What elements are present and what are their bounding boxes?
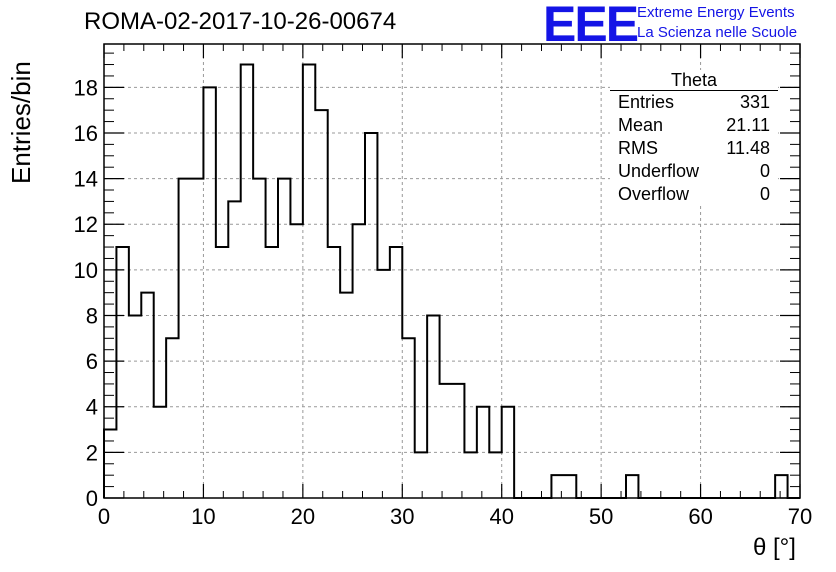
histogram-bin xyxy=(415,452,427,498)
histogram-bin xyxy=(278,179,290,498)
histogram-bin xyxy=(626,475,638,498)
histogram-bin xyxy=(203,87,215,498)
stats-value: 331 xyxy=(739,92,770,112)
histogram-bin xyxy=(315,110,327,498)
stats-box: Theta Entries 331 Mean 21.11 RMS 11.48 U… xyxy=(610,70,778,206)
histogram-bin xyxy=(266,247,278,498)
histogram-bin xyxy=(452,384,464,498)
histogram-series xyxy=(103,63,800,499)
x-tick-label: 20 xyxy=(291,504,315,529)
eee-logo: EEE xyxy=(543,0,639,52)
histogram-bin xyxy=(241,65,253,498)
x-tick-label: 50 xyxy=(589,504,613,529)
histogram-bin xyxy=(340,293,352,498)
chart-title: ROMA-02-2017-10-26-00674 xyxy=(84,8,397,35)
histogram-bin xyxy=(464,452,476,498)
axis-ticks xyxy=(103,44,801,499)
x-tick-label: 0 xyxy=(98,504,110,529)
histogram-bin xyxy=(390,247,402,498)
y-axis-label: Entries/bin xyxy=(6,61,36,184)
histogram-bin xyxy=(564,475,576,498)
y-tick-label: 16 xyxy=(74,121,98,146)
x-tick-label: 70 xyxy=(788,504,812,529)
histogram-bin xyxy=(116,247,128,498)
logo-line-1: Extreme Energy Events xyxy=(637,4,795,21)
stats-row-entries: Entries 331 xyxy=(610,91,778,114)
histogram-bin xyxy=(141,293,153,498)
stats-row-overflow: Overflow 0 xyxy=(610,183,778,206)
stats-label: Overflow xyxy=(618,184,690,204)
stats-label: RMS xyxy=(618,138,658,158)
histogram-bin xyxy=(328,247,340,498)
histogram-bin xyxy=(551,475,563,498)
stats-row-mean: Mean 21.11 xyxy=(610,114,778,137)
histogram-bin xyxy=(402,338,414,498)
stats-row-rms: RMS 11.48 xyxy=(610,137,778,160)
y-tick-label: 0 xyxy=(86,486,98,511)
histogram-bin xyxy=(228,201,240,498)
tick-labels: 0 10 20 30 40 50 60 70 0 2 4 6 8 10 12 14 16 18 xyxy=(74,75,813,529)
y-tick-label: 14 xyxy=(74,167,98,192)
stats-value: 11.48 xyxy=(726,138,770,158)
histogram-bin xyxy=(775,475,787,498)
stats-value: 21.11 xyxy=(726,115,770,135)
histogram-bin xyxy=(191,179,203,498)
histogram-bin xyxy=(489,452,501,498)
x-tick-label: 10 xyxy=(191,504,215,529)
y-tick-label: 4 xyxy=(86,395,98,420)
histogram-bin xyxy=(166,338,178,498)
y-tick-label: 6 xyxy=(86,349,98,374)
histogram-bin xyxy=(253,179,265,498)
x-axis-label: θ [°] xyxy=(753,534,796,561)
plot-frame xyxy=(103,43,801,499)
stats-value: 0 xyxy=(759,161,770,181)
y-tick-label: 8 xyxy=(86,303,98,328)
stats-title: Theta xyxy=(610,70,778,91)
y-tick-label: 12 xyxy=(74,212,98,237)
x-tick-label: 30 xyxy=(390,504,414,529)
stats-label: Entries xyxy=(618,92,675,112)
stats-value: 0 xyxy=(759,184,770,204)
histogram-bin xyxy=(303,65,315,498)
x-tick-label: 60 xyxy=(688,504,712,529)
histogram-bin xyxy=(216,247,228,498)
histogram-bin xyxy=(179,179,191,498)
histogram-outline xyxy=(103,63,800,499)
stats-row-underflow: Underflow 0 xyxy=(610,160,778,183)
stats-label: Mean xyxy=(618,115,664,135)
x-tick-label: 40 xyxy=(489,504,513,529)
histogram-bin xyxy=(377,270,389,498)
histogram-bin xyxy=(440,384,452,498)
logo-line-2: La Scienza nelle Scuole xyxy=(637,24,798,41)
stats-label: Underflow xyxy=(618,161,700,181)
y-tick-label: 10 xyxy=(74,258,98,283)
y-tick-label: 2 xyxy=(86,440,98,465)
y-tick-label: 18 xyxy=(74,75,98,100)
